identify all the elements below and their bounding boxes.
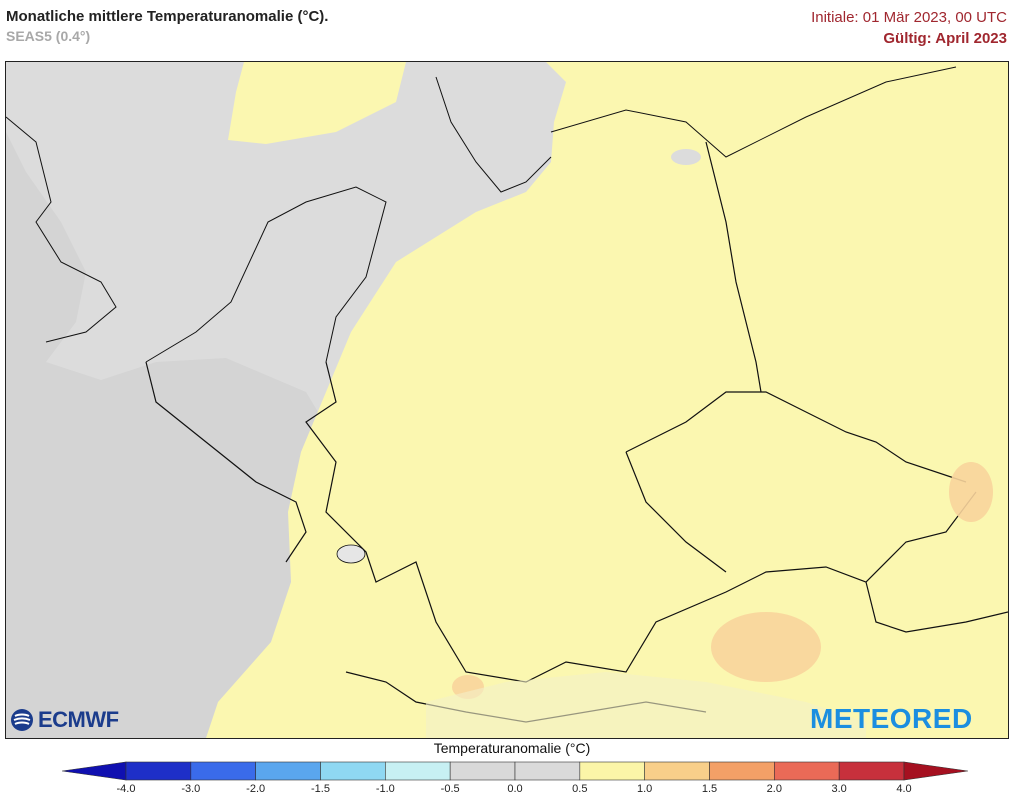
colorbar-tick-label: -0.5	[440, 783, 460, 795]
lake-geneva	[336, 544, 366, 564]
czech-west-border	[625, 451, 727, 573]
denmark-coast	[435, 76, 552, 193]
baltic-lagoon	[671, 149, 701, 165]
grey-land-west	[6, 132, 336, 738]
colorbar-tick-label: -3.0	[181, 783, 201, 795]
colorbar-segment	[320, 761, 386, 781]
ecmwf-logo-text: ECMWF	[38, 707, 119, 732]
colorbar-tick-label: 0.5	[572, 783, 588, 795]
ecmwf-logo-icon	[11, 709, 33, 731]
benelux-coast	[145, 186, 387, 363]
colorbar-segment	[255, 761, 321, 781]
anomaly-map	[5, 61, 1009, 739]
model-subtitle: SEAS5 (0.4°)	[6, 28, 91, 44]
colorbar-tick-label: 4.0	[896, 783, 912, 795]
map-canvas	[6, 62, 1008, 738]
legend-title: Temperaturanomalie (°C)	[433, 740, 591, 756]
colorbar-segment	[514, 761, 581, 781]
belgium-france-border	[145, 361, 307, 563]
colorbar-tick-label: 0.0	[507, 783, 523, 795]
colorbar-tick-label: -2.0	[246, 783, 266, 795]
map-title: Monatliche mittlere Temperaturanomalie (…	[6, 8, 329, 25]
colorbar-segment	[190, 761, 256, 781]
anomaly-patch-slovakia	[949, 462, 993, 522]
colorbar-tick-label: 2.0	[766, 783, 782, 795]
anomaly-area-north-sea	[228, 62, 406, 144]
baltic-coast	[550, 66, 957, 158]
valid-period: Gültig: April 2023	[883, 30, 1007, 47]
anomaly-patch-austria	[711, 612, 821, 682]
uk-coast	[6, 116, 117, 343]
german-polish-border	[705, 141, 762, 393]
colorbar-segment	[579, 761, 645, 781]
colorbar-under-triangle	[62, 761, 127, 781]
colorbar-segment	[709, 761, 775, 781]
colorbar-tick-label: -1.0	[375, 783, 395, 795]
colorbar-tick-label: 1.5	[701, 783, 718, 795]
init-time: Initiale: 01 Mär 2023, 00 UTC	[811, 9, 1007, 26]
ecmwf-logo: ECMWF	[9, 707, 119, 733]
colorbar-segment	[774, 761, 840, 781]
colorbar-segment	[644, 761, 710, 781]
colorbar-tick-label: -1.5	[311, 783, 330, 795]
header-right: Initiale: 01 Mär 2023, 00 UTC Gültig: Ap…	[811, 9, 1007, 47]
colorbar	[62, 761, 968, 781]
colorbar-ticks: -4.0 -3.0 -2.0 -1.5 -1.0 -0.5 0.0 0.5 1.0 1.5 2.0 3…	[0, 783, 1024, 797]
meteored-logo: METEORED	[810, 703, 973, 734]
colorbar-segment	[125, 761, 192, 781]
colorbar-tick-label: 3.0	[831, 783, 847, 795]
colorbar-tick-label: -4.0	[116, 783, 136, 795]
colorbar-tick-label: 1.0	[637, 783, 653, 795]
colorbar-over-triangle	[903, 761, 968, 781]
czech-north-border	[625, 391, 967, 483]
alpine-relief	[426, 672, 866, 738]
colorbar-segment	[838, 761, 905, 781]
header-left: Monatliche mittlere Temperaturanomalie (…	[6, 8, 328, 44]
colorbar-segment	[449, 761, 516, 781]
austria-hungary-border	[865, 581, 1008, 633]
colorbar-segment	[385, 761, 451, 781]
